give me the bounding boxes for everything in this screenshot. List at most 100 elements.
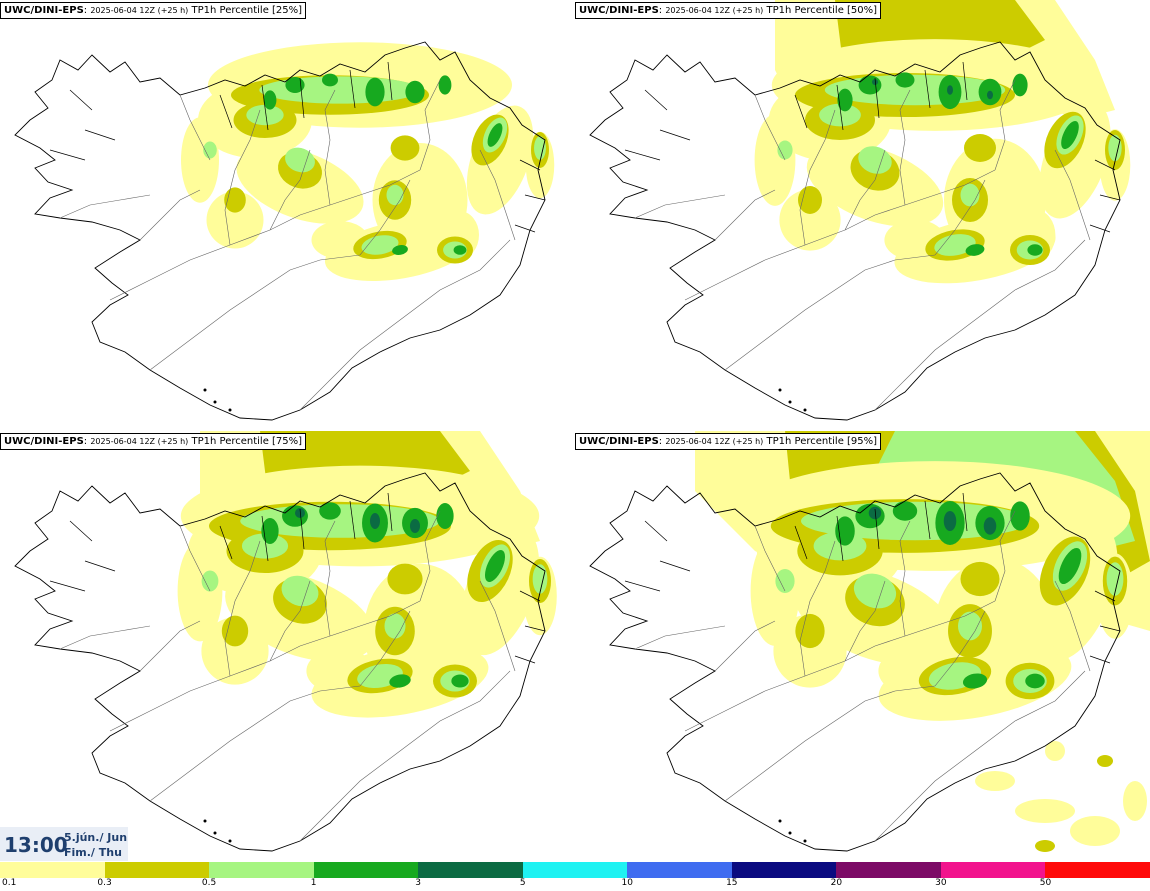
road-line [1054,149,1091,241]
precip-contour [1012,73,1028,97]
road-line [324,520,336,637]
road-line [754,525,786,592]
colorbar-tick-label: 0.5 [201,878,217,888]
precip-contour [1015,799,1075,823]
colorbar-tick-label: 10 [621,878,633,888]
road-line [714,620,776,672]
road-line [844,149,886,231]
precip-contour [451,674,469,688]
precip-contour [1123,781,1147,821]
road-line [874,239,1086,411]
precip-contour [453,245,467,255]
island [228,408,232,412]
colorbar-tick-label: 0.1 [2,878,17,888]
fjord-line [874,508,880,550]
road-line [479,149,516,241]
fjord-line [524,194,546,201]
precip-contour [246,104,284,126]
precip-contour [384,613,406,639]
fjord-line [1094,159,1116,171]
road-line [714,189,776,241]
precip-contour [773,614,847,688]
island [778,388,782,392]
panel-title: UWC/DINI-EPS: 2025-06-04 12Z (+25 h) TP1… [0,2,307,19]
precip-contour [779,189,841,251]
precip-contour [224,187,246,213]
colorbar-tick-label: 3 [415,878,422,888]
road-line [479,580,516,672]
road-line [724,254,936,371]
road-line [224,540,261,677]
colorbar-swatch [836,862,942,878]
colorbar-swatch [418,862,524,878]
road-line [899,89,911,206]
precip-map [575,0,1150,431]
colorbar-swatch [940,862,1046,878]
road-line [419,79,441,171]
valid-time: 13:00 [4,833,68,857]
road-line [179,525,211,592]
fjord-line [644,89,668,111]
road-line [149,254,361,371]
precip-contour [221,615,249,647]
precip-contour [858,146,892,174]
precip-contour [1058,547,1082,585]
fjord-line [659,129,691,141]
fjord-line [514,224,536,233]
precip-contour [819,103,861,127]
fjord-line [874,77,880,119]
coastline [14,41,546,421]
precip-contour [285,147,315,173]
fjord-line [69,520,93,542]
valid-day: Fim./ Thu [64,846,122,859]
fjord-line [624,149,661,161]
fjord-line [299,77,305,119]
precip-contour [285,77,305,93]
precip-contour [532,564,548,594]
precip-contour [777,140,793,160]
fjord-line [962,61,968,101]
road-line [684,600,996,732]
road-line [224,109,261,246]
precip-contour [389,674,411,688]
precip-contour [1025,673,1045,689]
road-line [844,580,886,662]
road-line [359,179,411,256]
road-line [109,600,421,732]
precip-contour [795,613,825,649]
road-line [634,194,726,219]
precip-contour [987,90,993,100]
fjord-line [962,492,968,532]
precip-contour [1035,840,1055,852]
road-line [324,89,336,206]
coastline [589,472,1121,852]
colorbar-tick-label: 20 [830,878,843,888]
island [203,388,207,392]
island [203,819,207,823]
fjord-line [261,84,269,131]
panel-title: UWC/DINI-EPS: 2025-06-04 12Z (+25 h) TP1… [575,433,882,450]
colorbar-tick-label: 5 [519,878,526,888]
road-line [269,580,311,662]
precip-contour [1097,755,1113,767]
precip-contour [361,235,399,255]
precip-contour [201,570,219,592]
colorbar-swatch [627,862,733,878]
precip-contour [837,88,853,112]
precip-contour [241,533,289,559]
fjord-line [219,525,233,560]
precip-contour [754,114,796,206]
precip-contour [858,75,882,95]
precip-contour [872,79,878,85]
precip-contour [798,186,822,214]
precip-map [0,431,575,862]
road-line [59,194,151,219]
road-line [634,625,726,650]
precip-contour [962,673,988,689]
colorbar-swatch [0,862,106,878]
road-line [899,520,911,637]
precip-contour [295,508,305,518]
fjord-line [1099,625,1121,632]
colorbar [0,862,1150,878]
fjord-line [349,69,356,109]
